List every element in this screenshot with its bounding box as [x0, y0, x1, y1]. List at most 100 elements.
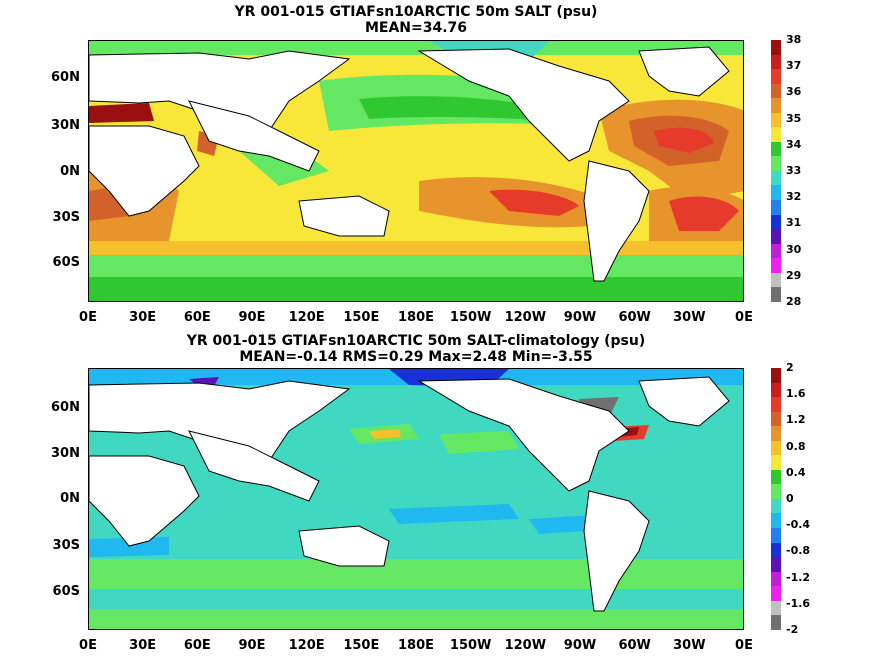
lat-label-30s: 30S: [52, 210, 80, 225]
colorbar-label-p1: 36: [786, 85, 802, 99]
colorbar-swatch: [771, 440, 781, 456]
lon-label-7-p1: 150W: [449, 310, 492, 325]
colorbar-label-p2: -2: [786, 623, 799, 636]
lon-label-12-p1: 0E: [735, 310, 753, 325]
salinity-map: [88, 40, 744, 302]
colorbar-swatch: [771, 484, 781, 499]
colorbar-swatch: [771, 127, 781, 142]
panel2-stats: MEAN=-0.14 RMS=0.29 Max=2.48 Min=-3.55: [239, 349, 593, 365]
colorbar-swatch: [771, 513, 781, 529]
lon-label-6-p2: 180E: [397, 638, 435, 653]
colorbar-swatch: [771, 498, 781, 514]
colorbar-swatch: [771, 54, 781, 70]
colorbar-label-p2: 0.8: [786, 439, 806, 453]
lat-label-30n-2: 30N: [51, 446, 80, 461]
colorbar-swatch: [771, 397, 781, 412]
colorbar-label-p1: 35: [786, 111, 802, 125]
colorbar-label-p1: 38: [786, 33, 802, 46]
colorbar-label-p2: 0.4: [786, 465, 806, 479]
lat-label-30n: 30N: [51, 118, 80, 133]
lon-label-5-p1: 150E: [343, 310, 380, 325]
colorbar-swatch: [771, 112, 781, 128]
panel1-mean: MEAN=34.76: [364, 20, 468, 36]
salinity-colorbar: [771, 40, 781, 302]
lat-label-30s-2: 30S: [52, 538, 80, 553]
colorbar-label-p1: 32: [786, 190, 802, 204]
lon-label-1-p1: 30E: [129, 310, 157, 325]
colorbar-label-p2: -0.8: [786, 544, 811, 558]
colorbar-label-p2: 2: [786, 361, 794, 374]
colorbar-swatch: [771, 185, 781, 201]
lon-label-0-p1: 0E: [79, 310, 97, 325]
colorbar-label-p2: -1.2: [786, 570, 811, 584]
colorbar-swatch: [771, 40, 781, 55]
lon-label-8-p2: 120W: [504, 638, 547, 653]
colorbar-swatch: [771, 382, 781, 398]
lat-label-60s-2: 60S: [52, 584, 80, 599]
panel2-title: YR 001-015 GTIAFsn10ARCTIC 50m SALT-clim…: [186, 333, 646, 349]
colorbar-swatch: [771, 571, 781, 587]
colorbar-swatch: [771, 170, 781, 186]
colorbar-swatch: [771, 229, 781, 244]
colorbar-swatch: [771, 368, 781, 383]
colorbar-label-p1: 28: [786, 295, 802, 308]
colorbar-swatch: [771, 615, 781, 630]
lon-label-7-p2: 150W: [449, 638, 492, 653]
lat-label-60s: 60S: [52, 255, 80, 270]
colorbar-label-p2: 1.6: [786, 387, 806, 401]
colorbar-swatch: [771, 83, 781, 99]
colorbar-swatch: [771, 455, 781, 470]
colorbar-swatch: [771, 469, 781, 485]
lon-label-6-p1: 180E: [397, 310, 435, 325]
lon-label-9-p2: 90W: [563, 638, 597, 653]
lat-label-60n-2: 60N: [51, 400, 80, 415]
colorbar-swatch: [771, 258, 781, 273]
colorbar-swatch: [771, 98, 781, 113]
colorbar-label-p2: -1.6: [786, 596, 811, 610]
lon-label-3-p1: 90E: [238, 310, 266, 325]
colorbar-label-p1: 33: [786, 164, 802, 177]
colorbar-swatch: [771, 528, 781, 543]
colorbar-swatch: [771, 69, 781, 84]
colorbar-swatch: [771, 426, 781, 441]
colorbar-swatch: [771, 243, 781, 259]
lon-label-0-p2: 0E: [79, 638, 97, 653]
lat-label-0n-2: 0N: [60, 491, 80, 506]
lon-label-8-p1: 120W: [504, 310, 547, 325]
colorbar-label-p1: 31: [786, 216, 802, 230]
colorbar-label-p1: 29: [786, 268, 802, 282]
lat-label-0n: 0N: [60, 164, 80, 179]
anomaly-colorbar: [771, 368, 781, 630]
colorbar-swatch: [771, 287, 781, 302]
colorbar-label-p1: 37: [786, 59, 802, 73]
colorbar-swatch: [771, 200, 781, 215]
lon-label-12-p2: 0E: [735, 638, 753, 653]
lon-label-5-p2: 150E: [343, 638, 380, 653]
colorbar-swatch: [771, 214, 781, 230]
colorbar-swatch: [771, 542, 781, 558]
colorbar-swatch: [771, 557, 781, 572]
lat-label-60n: 60N: [51, 70, 80, 85]
lon-label-10-p2: 60W: [618, 638, 651, 653]
colorbar-label-p2: 0: [786, 492, 794, 505]
panel1-title: YR 001-015 GTIAFsn10ARCTIC 50m SALT (psu…: [234, 4, 598, 20]
colorbar-swatch: [771, 156, 781, 171]
colorbar-label-p2: -0.4: [786, 518, 811, 532]
lon-label-11-p2: 30W: [673, 638, 706, 653]
colorbar-swatch: [771, 600, 781, 616]
lon-label-3-p2: 90E: [238, 638, 266, 653]
colorbar-swatch: [771, 272, 781, 288]
lon-label-1-p2: 30E: [129, 638, 157, 653]
colorbar-label-p2: 1.2: [786, 413, 806, 427]
colorbar-swatch: [771, 411, 781, 427]
lon-label-2-p1: 60E: [183, 310, 211, 325]
salinity-anomaly-map: [88, 368, 744, 630]
colorbar-swatch: [771, 586, 781, 601]
lon-label-4-p2: 120E: [288, 638, 325, 653]
lon-label-2-p2: 60E: [183, 638, 211, 653]
lon-label-10-p1: 60W: [618, 310, 651, 325]
colorbar-swatch: [771, 141, 781, 157]
lon-label-9-p1: 90W: [563, 310, 597, 325]
lon-label-4-p1: 120E: [288, 310, 325, 325]
colorbar-label-p1: 34: [786, 137, 802, 151]
